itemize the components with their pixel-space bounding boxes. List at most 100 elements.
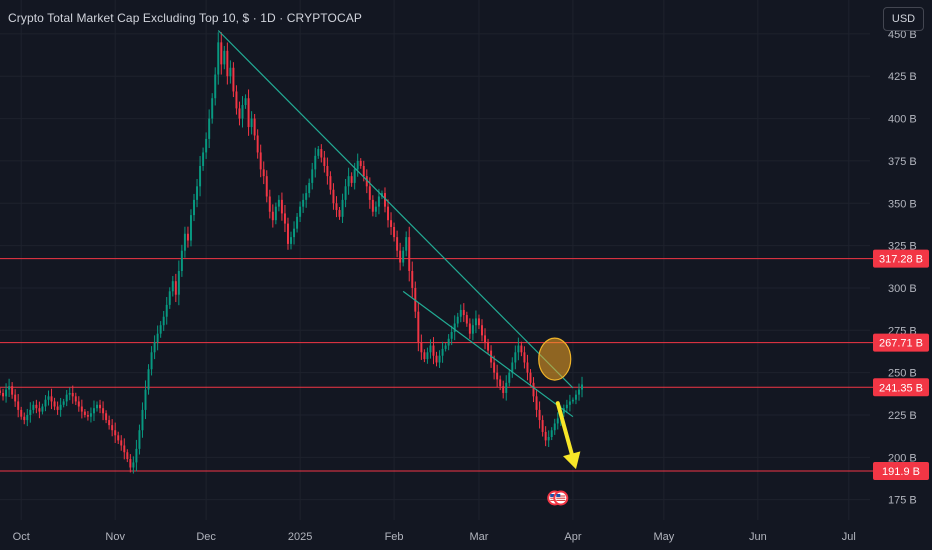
candle-body bbox=[68, 392, 71, 395]
candle-body bbox=[114, 430, 117, 436]
candle-body bbox=[553, 423, 556, 431]
candle-body bbox=[356, 160, 359, 170]
candle-body bbox=[341, 199, 344, 217]
candle-body bbox=[217, 42, 220, 75]
candle-body bbox=[262, 169, 265, 177]
level-price-label: 241.35 B bbox=[879, 382, 923, 394]
candle-body bbox=[423, 352, 426, 360]
candle-body bbox=[578, 389, 580, 395]
x-tick-label: Oct bbox=[13, 531, 30, 543]
candle-body bbox=[329, 176, 332, 190]
candle-body bbox=[86, 414, 89, 417]
candle-body bbox=[571, 399, 574, 402]
candle-body bbox=[62, 401, 65, 405]
candle-body bbox=[283, 213, 286, 224]
candle-body bbox=[65, 394, 68, 402]
candle-body bbox=[20, 409, 23, 417]
candle-body bbox=[138, 430, 141, 449]
candle-body bbox=[429, 345, 432, 353]
candle-body bbox=[517, 345, 520, 353]
candle-body bbox=[174, 281, 177, 295]
level-price-label: 317.28 B bbox=[879, 254, 923, 266]
candle-body bbox=[111, 425, 114, 431]
candle-body bbox=[365, 176, 368, 187]
y-tick-label: 350 B bbox=[888, 198, 917, 210]
candle-body bbox=[353, 169, 356, 183]
candle-body bbox=[256, 135, 259, 153]
candle-body bbox=[123, 445, 126, 453]
candle-body bbox=[26, 414, 29, 421]
candle-body bbox=[465, 315, 468, 324]
candle-body bbox=[253, 118, 256, 136]
level-price-label: 191.9 B bbox=[882, 466, 920, 478]
candle-body bbox=[290, 237, 292, 244]
candle-body bbox=[168, 291, 171, 305]
grid bbox=[0, 0, 870, 520]
candle-body bbox=[89, 413, 92, 417]
candle-body bbox=[156, 333, 159, 343]
candle-body bbox=[332, 189, 335, 204]
candle-body bbox=[71, 392, 74, 397]
candle-body bbox=[250, 118, 253, 128]
y-tick-label: 425 B bbox=[888, 71, 917, 83]
candle-body bbox=[150, 352, 153, 370]
candle-body bbox=[153, 342, 156, 353]
currency-button[interactable]: USD bbox=[883, 7, 924, 31]
candle-body bbox=[202, 152, 205, 166]
candle-body bbox=[159, 325, 162, 334]
candle-body bbox=[299, 206, 302, 217]
candle-body bbox=[126, 452, 129, 460]
x-tick-label: Mar bbox=[469, 531, 488, 543]
candle-body bbox=[102, 408, 105, 414]
candle-body bbox=[302, 199, 305, 207]
candle-body bbox=[411, 271, 414, 288]
candle-body bbox=[487, 342, 490, 351]
candle-body bbox=[456, 316, 459, 324]
candle-body bbox=[171, 281, 174, 292]
candle-body bbox=[244, 98, 247, 106]
candle-body bbox=[268, 196, 271, 212]
y-tick-label: 250 B bbox=[888, 368, 917, 380]
candle-body bbox=[56, 406, 59, 410]
candle-body bbox=[199, 165, 202, 187]
candle-body bbox=[129, 459, 132, 468]
candle-body bbox=[32, 404, 35, 410]
y-tick-label: 200 B bbox=[888, 452, 917, 464]
candle-body bbox=[105, 413, 108, 421]
candle-body bbox=[523, 352, 526, 363]
candle-body bbox=[53, 401, 56, 407]
candle-body bbox=[144, 389, 147, 410]
candle-body bbox=[165, 304, 168, 317]
candle-body bbox=[402, 250, 405, 263]
flag-stripe bbox=[556, 499, 566, 501]
candle-body bbox=[235, 91, 238, 109]
chart-title: Crypto Total Market Cap Excluding Top 10… bbox=[8, 11, 362, 25]
candle-body bbox=[147, 369, 150, 390]
candle-body bbox=[17, 401, 20, 410]
y-tick-label: 400 B bbox=[888, 114, 917, 126]
candles bbox=[0, 32, 584, 474]
candle-body bbox=[2, 392, 5, 397]
candle-body bbox=[550, 430, 553, 438]
candle-body bbox=[196, 186, 199, 200]
y-tick-label: 450 B bbox=[888, 29, 917, 41]
candle-body bbox=[450, 331, 453, 339]
candle-body bbox=[508, 372, 511, 383]
candle-body bbox=[214, 74, 217, 99]
candle-body bbox=[393, 226, 396, 238]
candle-body bbox=[326, 165, 329, 177]
candle-body bbox=[383, 193, 386, 207]
candle-body bbox=[308, 182, 311, 194]
candle-body bbox=[496, 372, 499, 380]
candle-body bbox=[529, 372, 532, 383]
candle-body bbox=[117, 435, 120, 441]
candle-body bbox=[493, 362, 496, 373]
x-tick-label: Jun bbox=[749, 531, 767, 543]
candle-body bbox=[532, 382, 535, 397]
candle-body bbox=[438, 355, 441, 363]
flag-canton bbox=[556, 494, 561, 497]
candle-body bbox=[399, 250, 402, 263]
candle-body bbox=[499, 379, 502, 387]
candle-body bbox=[477, 318, 480, 326]
